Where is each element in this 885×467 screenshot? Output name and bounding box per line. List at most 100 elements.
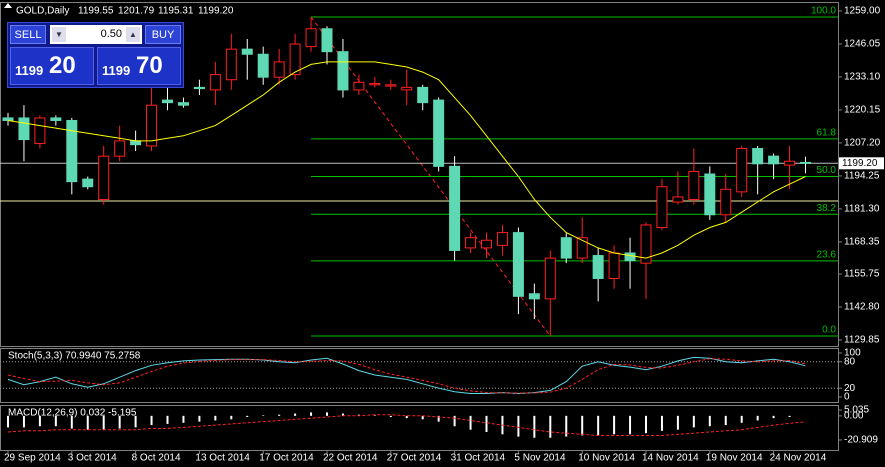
one-click-trading: SELL 0.50 ▼ ▲ BUY 1199 20 1199 70 xyxy=(7,22,184,88)
candle-body xyxy=(305,28,317,48)
y-tick-label: 1155.75 xyxy=(844,269,880,280)
y-tick-label: 1181.30 xyxy=(844,204,880,215)
candle-body xyxy=(512,232,524,297)
macd-signal xyxy=(7,414,806,436)
y-tick-label: 1220.15 xyxy=(844,105,881,116)
candle-body xyxy=(146,104,158,147)
panel-frame xyxy=(0,2,839,347)
candle-body xyxy=(50,117,62,121)
y-tick-label: 80 xyxy=(844,356,856,367)
bid-big: 1199 xyxy=(15,63,44,78)
indicator-title: MACD(12,26,9) 0.032 -5.195 xyxy=(8,408,137,419)
stoch-line xyxy=(7,358,806,394)
candle-body xyxy=(560,237,572,259)
candle-body xyxy=(768,155,780,165)
x-tick-label: 5 Nov 2014 xyxy=(514,453,566,464)
x-tick-label: 24 Nov 2014 xyxy=(770,453,827,464)
lot-up[interactable]: ▲ xyxy=(126,27,140,42)
candle-body xyxy=(18,117,30,141)
candle-body xyxy=(465,237,477,249)
candle-body xyxy=(528,293,540,300)
y-tick-label: 1233.10 xyxy=(844,72,881,83)
candle-body xyxy=(656,186,668,229)
candle-body xyxy=(481,239,492,249)
panel-frame xyxy=(0,348,839,403)
ask-quote[interactable]: 1199 70 xyxy=(97,47,181,85)
x-tick-label: 22 Oct 2014 xyxy=(323,453,378,464)
fibo-label: 100.0 xyxy=(811,6,836,17)
x-tick-label: 31 Oct 2014 xyxy=(451,453,506,464)
y-tick-label: 1168.35 xyxy=(844,237,880,248)
candle-body xyxy=(417,86,429,104)
candle-body xyxy=(130,140,142,146)
header-low: 1195.31 xyxy=(158,6,194,17)
y-tick-label: 1142.80 xyxy=(844,302,880,313)
x-tick-label: 29 Sep 2014 xyxy=(4,453,61,464)
lot-down[interactable]: ▼ xyxy=(52,27,66,42)
fibo-label: 0.0 xyxy=(822,325,836,336)
x-tick-label: 19 Nov 2014 xyxy=(706,453,763,464)
candle-body xyxy=(449,165,461,251)
header-high: 1201.79 xyxy=(118,6,155,17)
candle-body xyxy=(385,84,397,87)
header-open: 1199.55 xyxy=(78,6,114,17)
candle-body xyxy=(800,161,811,164)
candle-body xyxy=(688,170,700,200)
collapse-icon[interactable] xyxy=(4,3,12,8)
stoch-line xyxy=(7,356,806,395)
bid-small: 20 xyxy=(49,52,76,79)
candle-body xyxy=(544,257,556,300)
candle-body xyxy=(98,155,110,200)
sell-button[interactable]: SELL xyxy=(10,25,46,44)
candle-body xyxy=(241,48,253,55)
fibo-label: 50.0 xyxy=(817,165,837,176)
candle-body xyxy=(82,178,94,188)
x-tick-label: 14 Nov 2014 xyxy=(642,453,699,464)
candle-body xyxy=(752,148,764,165)
candle-body xyxy=(289,43,301,76)
candle-body xyxy=(34,117,46,144)
y-tick-label: 0.00 xyxy=(844,410,864,421)
ask-big: 1199 xyxy=(102,63,131,78)
candle-body xyxy=(369,83,381,86)
price-label: 1199.20 xyxy=(842,158,878,169)
x-tick-label: 13 Oct 2014 xyxy=(195,453,250,464)
buy-button[interactable]: BUY xyxy=(145,25,181,44)
candle-body xyxy=(353,81,365,91)
y-tick-label: 1246.05 xyxy=(844,39,881,50)
y-tick-label: 1259.00 xyxy=(844,6,881,17)
candle-body xyxy=(720,188,732,216)
y-tick-label: 0 xyxy=(844,392,850,403)
x-tick-label: 8 Oct 2014 xyxy=(132,453,181,464)
x-tick-label: 3 Oct 2014 xyxy=(68,453,117,464)
y-tick-label: 1129.85 xyxy=(844,335,880,346)
candle-body xyxy=(162,99,173,104)
indicator-title: Stoch(5,3,3) 70.9940 75.2758 xyxy=(8,351,141,362)
candle-body xyxy=(576,237,588,259)
panel-frame xyxy=(0,405,839,451)
header-close: 1199.20 xyxy=(198,6,234,17)
candle-body xyxy=(784,160,796,166)
candle-body xyxy=(66,119,78,183)
candle-body xyxy=(640,224,652,264)
x-tick-label: 27 Oct 2014 xyxy=(387,453,442,464)
y-tick-label: 1207.20 xyxy=(844,138,881,149)
y-tick-label: -20.909 xyxy=(844,435,878,446)
lot-input[interactable]: 0.50 xyxy=(50,25,142,44)
candle-body xyxy=(401,86,413,91)
candle-body xyxy=(193,86,205,90)
bid-quote[interactable]: 1199 20 xyxy=(10,47,94,85)
candle-body xyxy=(273,61,285,78)
candle-body xyxy=(736,148,748,193)
price-label-box xyxy=(839,157,884,170)
candle-body xyxy=(496,232,508,246)
y-tick-label: 20 xyxy=(844,383,856,394)
moving-average xyxy=(7,61,806,259)
y-tick-label: 1194.25 xyxy=(844,171,880,182)
y-tick-label: 100 xyxy=(844,348,861,359)
candle-body xyxy=(225,48,237,81)
fibo-label: 61.8 xyxy=(817,127,837,138)
fibo-label: 23.6 xyxy=(817,250,837,261)
